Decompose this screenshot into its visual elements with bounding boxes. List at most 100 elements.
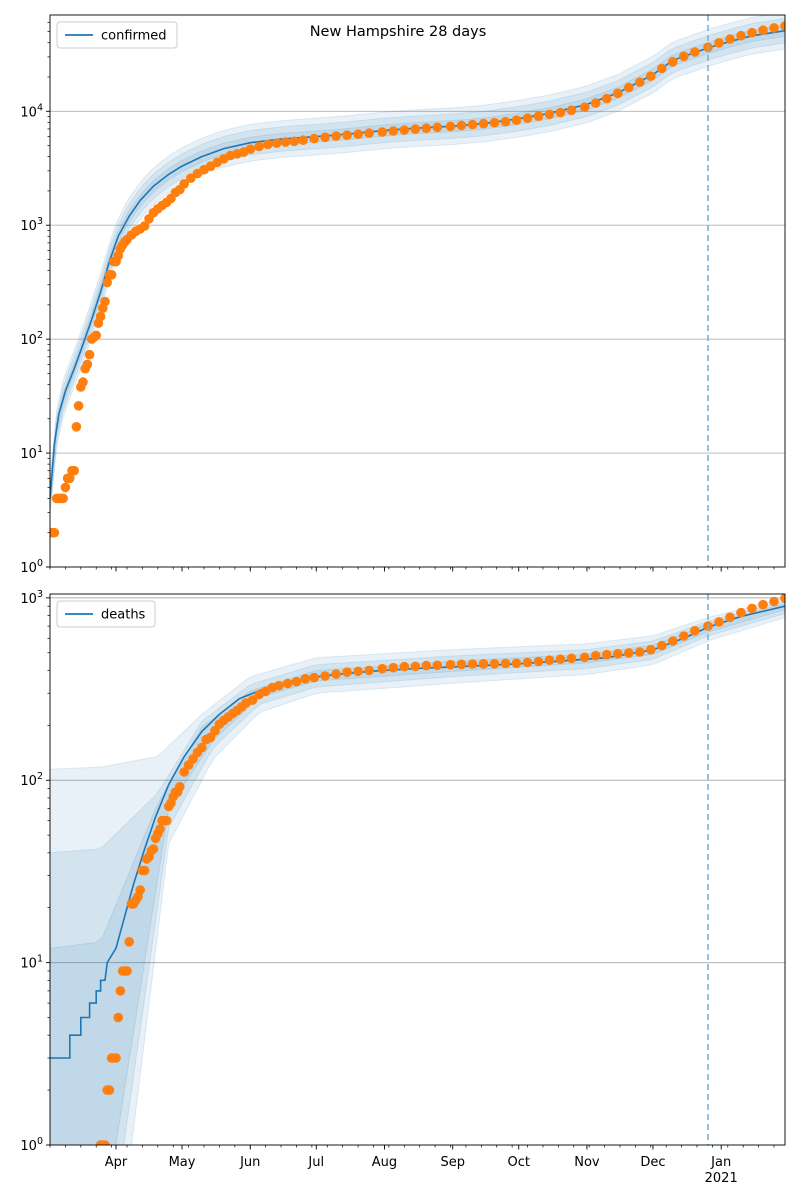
axes-frame (49, 14, 786, 568)
observed-point (100, 1140, 110, 1145)
observed-point (388, 126, 399, 136)
observed-point (679, 631, 689, 641)
observed-point (432, 660, 443, 671)
observed-point (353, 666, 363, 677)
observed-point (566, 653, 577, 664)
uncertainty-band-outer (50, 15, 785, 517)
observed-point (624, 82, 634, 93)
observed-point (179, 767, 189, 777)
observed-point (544, 655, 555, 665)
observed-point (445, 659, 456, 670)
observed-point (725, 612, 735, 623)
observed-point (747, 27, 757, 38)
observed-point (522, 113, 533, 123)
observed-point (635, 77, 645, 87)
deaths-panel: 100 101 102 103 Apr May Jun Jul Aug Sep Oct Nov Dec J… (20, 589, 786, 1186)
observed-point (91, 330, 101, 341)
observed-point (291, 676, 302, 687)
observed-point (78, 377, 88, 387)
observed-point (657, 640, 667, 651)
observed-point (353, 129, 363, 139)
y-tick-label: 100 (20, 1136, 43, 1154)
observed-point (247, 695, 258, 705)
observed-point (106, 270, 117, 280)
observed-point (456, 659, 467, 670)
observed-point (657, 63, 667, 74)
observed-point (179, 179, 189, 189)
observed-point (410, 124, 421, 134)
observed-point (780, 21, 785, 31)
observed-point (421, 123, 432, 133)
observed-point (780, 594, 785, 604)
observed-point (579, 652, 590, 663)
observed-point (377, 127, 388, 137)
observed-point (309, 133, 319, 144)
observed-point (555, 654, 566, 664)
observed-point (111, 1053, 121, 1063)
observed-point (456, 120, 467, 131)
observed-point (115, 986, 126, 996)
observed-point (511, 658, 522, 669)
observed-point (725, 34, 735, 44)
observed-point (254, 141, 264, 152)
observed-point (566, 105, 577, 116)
observed-point (364, 665, 374, 676)
observed-point (104, 1085, 115, 1095)
observed-point (489, 659, 500, 669)
observed-point (399, 125, 410, 135)
observed-point (769, 23, 779, 33)
observed-point (511, 115, 522, 125)
legend: confirmed (56, 21, 178, 49)
observed-point (758, 25, 768, 35)
observed-point (58, 493, 68, 504)
observed-point (197, 742, 207, 753)
observed-point (758, 599, 768, 610)
observed-point (690, 626, 700, 636)
observed-point (544, 109, 555, 120)
observed-point (467, 119, 478, 130)
observed-point (289, 136, 300, 147)
observed-point (300, 674, 311, 684)
y-tick-label: 102 (20, 330, 43, 348)
observed-point (331, 131, 341, 141)
legend-label: confirmed (101, 29, 167, 44)
uncertainty-band-middle (50, 17, 785, 511)
chart-title: New Hampshire 28 days (310, 24, 487, 40)
observed-point (84, 349, 95, 360)
observed-point (148, 844, 159, 854)
legend: deaths (56, 600, 156, 628)
y-tick-label: 100 (20, 558, 43, 576)
x-tick-label: Jan (710, 1155, 731, 1170)
x-tick-label: Jul (307, 1155, 324, 1170)
observed-point (500, 658, 511, 669)
observed-point (690, 47, 700, 57)
observed-point (646, 644, 656, 655)
observed-point (100, 296, 110, 307)
x-tick-label: Jun (239, 1155, 260, 1170)
observed-point (320, 671, 330, 681)
x-tick-label: Oct (507, 1155, 529, 1170)
model-line (50, 29, 785, 499)
observed-point (445, 121, 456, 132)
observed-point (590, 98, 601, 108)
observed-point (736, 607, 746, 618)
observed-point (331, 669, 341, 679)
y-tick-label: 101 (20, 954, 43, 972)
observed-point (533, 656, 544, 667)
observed-point (122, 966, 132, 976)
observed-point (95, 311, 106, 322)
observed-point (668, 636, 678, 646)
observed-point (679, 51, 689, 62)
observed-point (364, 128, 374, 138)
observed-point (714, 617, 724, 627)
y-tick-label: 103 (20, 216, 43, 234)
observed-point (555, 107, 566, 118)
x-tick-label: May (169, 1155, 196, 1170)
observed-point (102, 277, 112, 288)
observed-point (500, 116, 511, 127)
observed-point (399, 661, 410, 672)
observed-point (274, 680, 284, 691)
observed-point (161, 815, 172, 826)
observed-point (421, 660, 432, 671)
y-tick-label: 103 (20, 589, 43, 607)
